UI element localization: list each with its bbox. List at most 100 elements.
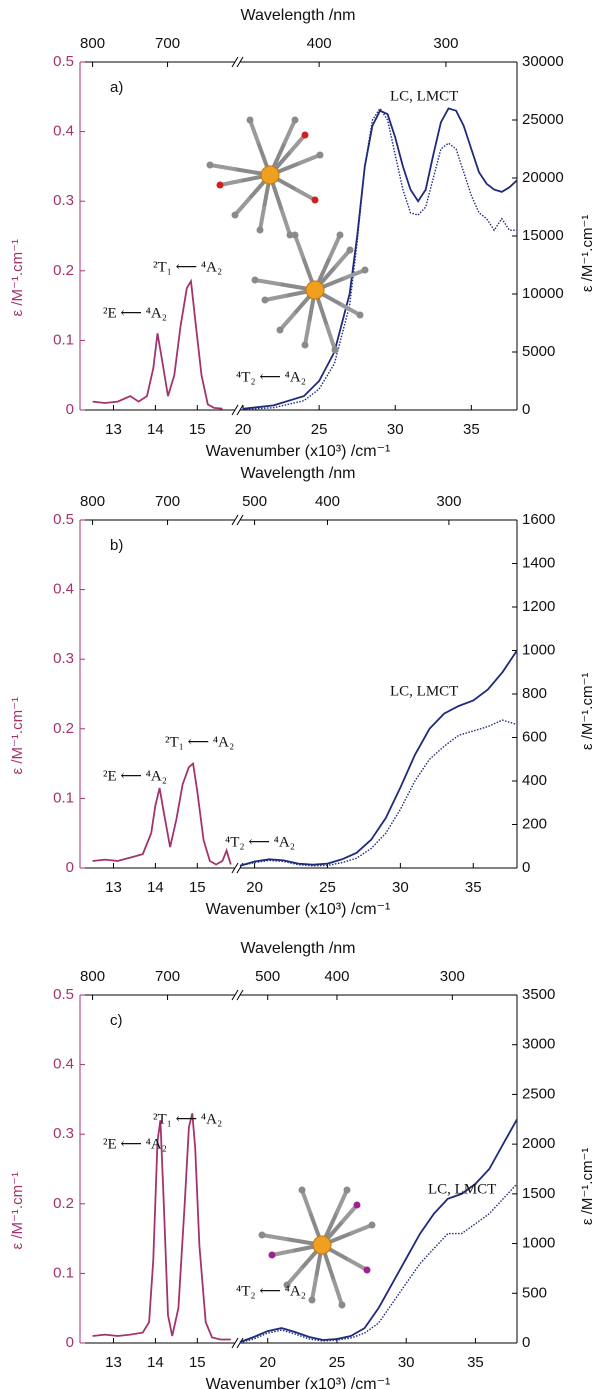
annotation: LC, LMCT xyxy=(428,1181,496,1197)
atom xyxy=(302,132,309,139)
atom xyxy=(269,1252,276,1259)
y2-tick-label: 10000 xyxy=(522,285,564,302)
atom xyxy=(232,212,239,219)
y2-tick-label: 15000 xyxy=(522,227,564,244)
annotation: LC, LMCT xyxy=(390,88,458,104)
x-tick-label: 15 xyxy=(189,879,206,896)
y-tick-label: 0.2 xyxy=(53,1195,74,1212)
figure: Wavelength /nmWavenumber (x10³) /cm⁻¹ε /… xyxy=(0,0,600,1389)
y-tick-label: 0.1 xyxy=(53,331,74,348)
y-tick-label: 0 xyxy=(66,1334,74,1351)
top-axis-title: Wavelength /nm xyxy=(240,7,355,24)
y2-tick-label: 5000 xyxy=(522,343,555,360)
bond xyxy=(295,235,303,257)
spectrum-line xyxy=(243,108,517,409)
metal-atom xyxy=(306,281,324,299)
x-tick-label: 13 xyxy=(105,1354,122,1371)
top-tick-label: 300 xyxy=(440,968,465,985)
atom xyxy=(207,162,214,169)
spectrum-line xyxy=(240,1184,517,1343)
y2-tick-label: 0 xyxy=(522,1334,530,1351)
y2-tick-label: 1600 xyxy=(522,511,555,528)
y-tick-label: 0.3 xyxy=(53,1125,74,1142)
atom xyxy=(247,117,254,124)
bond xyxy=(337,1190,347,1212)
atom xyxy=(252,277,259,284)
x-tick-label: 25 xyxy=(319,879,336,896)
x-tick-label: 13 xyxy=(105,879,122,896)
x-tick-label: 25 xyxy=(311,421,328,438)
bond xyxy=(330,235,340,257)
y2-tick-label: 30000 xyxy=(522,53,564,70)
y2-tick-label: 2000 xyxy=(522,1135,555,1152)
y-axis-title: ε /M⁻¹.cm⁻¹ xyxy=(9,1172,26,1250)
metal-atom xyxy=(313,1236,331,1254)
y2-tick-label: 25000 xyxy=(522,111,564,128)
y-tick-label: 0.3 xyxy=(53,192,74,209)
y-tick-label: 0.3 xyxy=(53,650,74,667)
atom xyxy=(317,152,324,159)
x-tick-label: 20 xyxy=(246,879,263,896)
y-tick-label: 0.1 xyxy=(53,789,74,806)
atom xyxy=(312,197,319,204)
atom xyxy=(259,1232,266,1239)
x-tick-label: 13 xyxy=(105,421,122,438)
molecule-structure xyxy=(207,117,324,239)
top-tick-label: 700 xyxy=(155,35,180,52)
spectrum-line xyxy=(93,281,223,408)
bond xyxy=(210,165,234,169)
y2-tick-label: 1400 xyxy=(522,554,555,571)
x-tick-label: 30 xyxy=(398,1354,415,1371)
y-tick-label: 0 xyxy=(66,859,74,876)
top-tick-label: 800 xyxy=(80,493,105,510)
bond xyxy=(302,1190,310,1212)
y-tick-label: 0.5 xyxy=(53,511,74,528)
x-tick-label: 20 xyxy=(235,421,252,438)
panel-label: a) xyxy=(110,79,123,96)
atom xyxy=(364,1267,371,1274)
atom xyxy=(309,1297,316,1304)
top-axis-title: Wavelength /nm xyxy=(240,465,355,482)
y2-tick-label: 800 xyxy=(522,685,547,702)
y-tick-label: 0.2 xyxy=(53,720,74,737)
atom xyxy=(257,227,264,234)
top-tick-label: 500 xyxy=(255,968,280,985)
annotation: LC, LMCT xyxy=(390,683,458,699)
atom xyxy=(362,267,369,274)
atom xyxy=(332,347,339,354)
x-tick-label: 35 xyxy=(467,1354,484,1371)
top-tick-label: 800 xyxy=(80,968,105,985)
top-tick-label: 300 xyxy=(433,35,458,52)
annotation: ⁴T₂ ⟵ ⁴A₂ xyxy=(236,1283,306,1299)
top-tick-label: 800 xyxy=(80,35,105,52)
x-tick-label: 20 xyxy=(259,1354,276,1371)
annotation: ⁴T₂ ⟵ ⁴A₂ xyxy=(225,834,295,850)
y2-axis-title: ε /M⁻¹.cm⁻¹ xyxy=(579,215,596,293)
annotation: ²T₁ ⟵ ⁴A₂ xyxy=(153,1111,222,1127)
atom xyxy=(339,1302,346,1309)
x-tick-label: 15 xyxy=(189,1354,206,1371)
y2-tick-label: 20000 xyxy=(522,169,564,186)
x-tick-label: 35 xyxy=(463,421,480,438)
x-tick-label: 14 xyxy=(147,1354,164,1371)
y2-tick-label: 400 xyxy=(522,772,547,789)
x-tick-label: 15 xyxy=(189,421,206,438)
y2-tick-label: 2500 xyxy=(522,1085,555,1102)
atom xyxy=(302,342,309,349)
annotation: ²E ⟵ ⁴A₂ xyxy=(103,305,167,321)
atom xyxy=(292,117,299,124)
top-tick-label: 500 xyxy=(242,493,267,510)
panel-label: c) xyxy=(110,1012,123,1029)
top-tick-label: 400 xyxy=(315,493,340,510)
y-tick-label: 0.1 xyxy=(53,1264,74,1281)
atom xyxy=(262,297,269,304)
annotation: ²E ⟵ ⁴A₂ xyxy=(103,1136,167,1152)
atom xyxy=(277,327,284,334)
y2-tick-label: 1000 xyxy=(522,641,555,658)
x-tick-label: 35 xyxy=(465,879,482,896)
atom xyxy=(299,1187,306,1194)
x-tick-label: 25 xyxy=(329,1354,346,1371)
atom xyxy=(354,1202,361,1209)
atom xyxy=(344,1187,351,1194)
x-tick-label: 14 xyxy=(147,421,164,438)
